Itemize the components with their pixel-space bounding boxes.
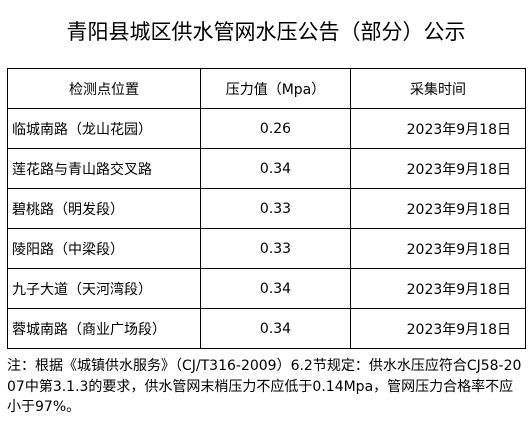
location-cell: 临城南路（龙山花园） — [7, 108, 201, 149]
pressure-cell: 0.26 — [200, 108, 351, 149]
column-header: 压力值（Mpa） — [200, 68, 351, 109]
table-row: 九子大道（天河湾段） 0.34 2023年9月18日 — [7, 268, 526, 309]
table-row: 陵阳路（中梁段） 0.33 2023年9月18日 — [7, 228, 526, 269]
pressure-cell: 0.34 — [200, 148, 351, 189]
pressure-cell: 0.34 — [200, 268, 351, 309]
table-row: 蓉城南路（商业广场段） 0.34 2023年9月18日 — [7, 308, 526, 349]
table-body: 临城南路（龙山花园） 0.26 2023年9月18日 莲花路与青山路交叉路 0.34 20… — [7, 108, 526, 349]
location-cell: 陵阳路（中梁段） — [7, 228, 201, 269]
time-cell: 2023年9月18日 — [350, 108, 526, 149]
time-cell: 2023年9月18日 — [350, 148, 526, 189]
column-header: 采集时间 — [350, 68, 526, 109]
header-row: 检测点位置 压力值（Mpa） 采集时间 — [7, 68, 526, 109]
pressure-cell: 0.34 — [200, 308, 351, 349]
table-row: 碧桃路（明发段） 0.33 2023年9月18日 — [7, 188, 526, 229]
pressure-cell: 0.33 — [200, 188, 351, 229]
table-row: 莲花路与青山路交叉路 0.34 2023年9月18日 — [7, 148, 526, 189]
pressure-table: 检测点位置 压力值（Mpa） 采集时间 临城南路（龙山花园） 0.26 2023年9月1… — [7, 68, 526, 349]
note: 注：根据《城镇供水服务》（CJ/T316-2009）6.2节规定：供水水压应符合… — [7, 358, 522, 415]
time-cell: 2023年9月18日 — [350, 228, 526, 269]
title: 青阳县城区供水管网水压公告（部分）公示 — [66, 20, 466, 44]
location-cell: 蓉城南路（商业广场段） — [7, 308, 201, 349]
time-cell: 2023年9月18日 — [350, 308, 526, 349]
time-cell: 2023年9月18日 — [350, 268, 526, 309]
table-row: 临城南路（龙山花园） 0.26 2023年9月18日 — [7, 108, 526, 149]
location-cell: 碧桃路（明发段） — [7, 188, 201, 229]
location-cell: 九子大道（天河湾段） — [7, 268, 201, 309]
time-cell: 2023年9月18日 — [350, 188, 526, 229]
pressure-cell: 0.33 — [200, 228, 351, 269]
column-header: 检测点位置 — [7, 68, 201, 109]
location-cell: 莲花路与青山路交叉路 — [7, 148, 201, 189]
